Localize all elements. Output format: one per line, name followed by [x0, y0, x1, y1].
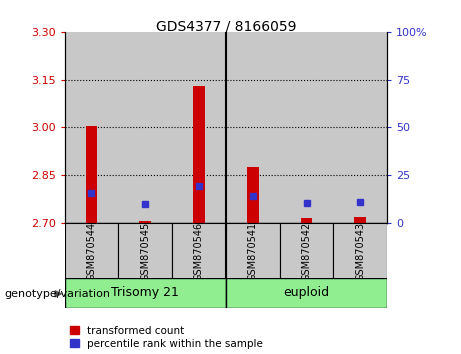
- Bar: [86, 126, 97, 223]
- Bar: [65, 32, 118, 223]
- Text: GSM870543: GSM870543: [355, 222, 366, 281]
- Bar: [333, 223, 387, 280]
- Bar: [280, 223, 333, 280]
- Bar: [226, 223, 280, 280]
- Legend: transformed count, percentile rank within the sample: transformed count, percentile rank withi…: [70, 326, 263, 349]
- Bar: [65, 278, 226, 308]
- Text: GSM870546: GSM870546: [194, 222, 204, 281]
- Text: GSM870542: GSM870542: [301, 222, 312, 281]
- Bar: [226, 278, 387, 308]
- Text: GSM870544: GSM870544: [86, 222, 96, 281]
- Text: Trisomy 21: Trisomy 21: [111, 286, 179, 299]
- Bar: [333, 32, 387, 223]
- Bar: [280, 32, 333, 223]
- Bar: [118, 223, 172, 280]
- Bar: [301, 218, 313, 223]
- Bar: [226, 32, 280, 223]
- Text: GSM870545: GSM870545: [140, 222, 150, 281]
- Bar: [247, 167, 259, 223]
- Bar: [172, 32, 226, 223]
- Text: GDS4377 / 8166059: GDS4377 / 8166059: [156, 19, 296, 34]
- Bar: [355, 217, 366, 223]
- Bar: [193, 86, 205, 223]
- Bar: [118, 32, 172, 223]
- Bar: [139, 221, 151, 223]
- Bar: [172, 223, 226, 280]
- Text: euploid: euploid: [284, 286, 330, 299]
- Bar: [65, 223, 118, 280]
- Text: genotype/variation: genotype/variation: [5, 289, 111, 299]
- Text: GSM870541: GSM870541: [248, 222, 258, 281]
